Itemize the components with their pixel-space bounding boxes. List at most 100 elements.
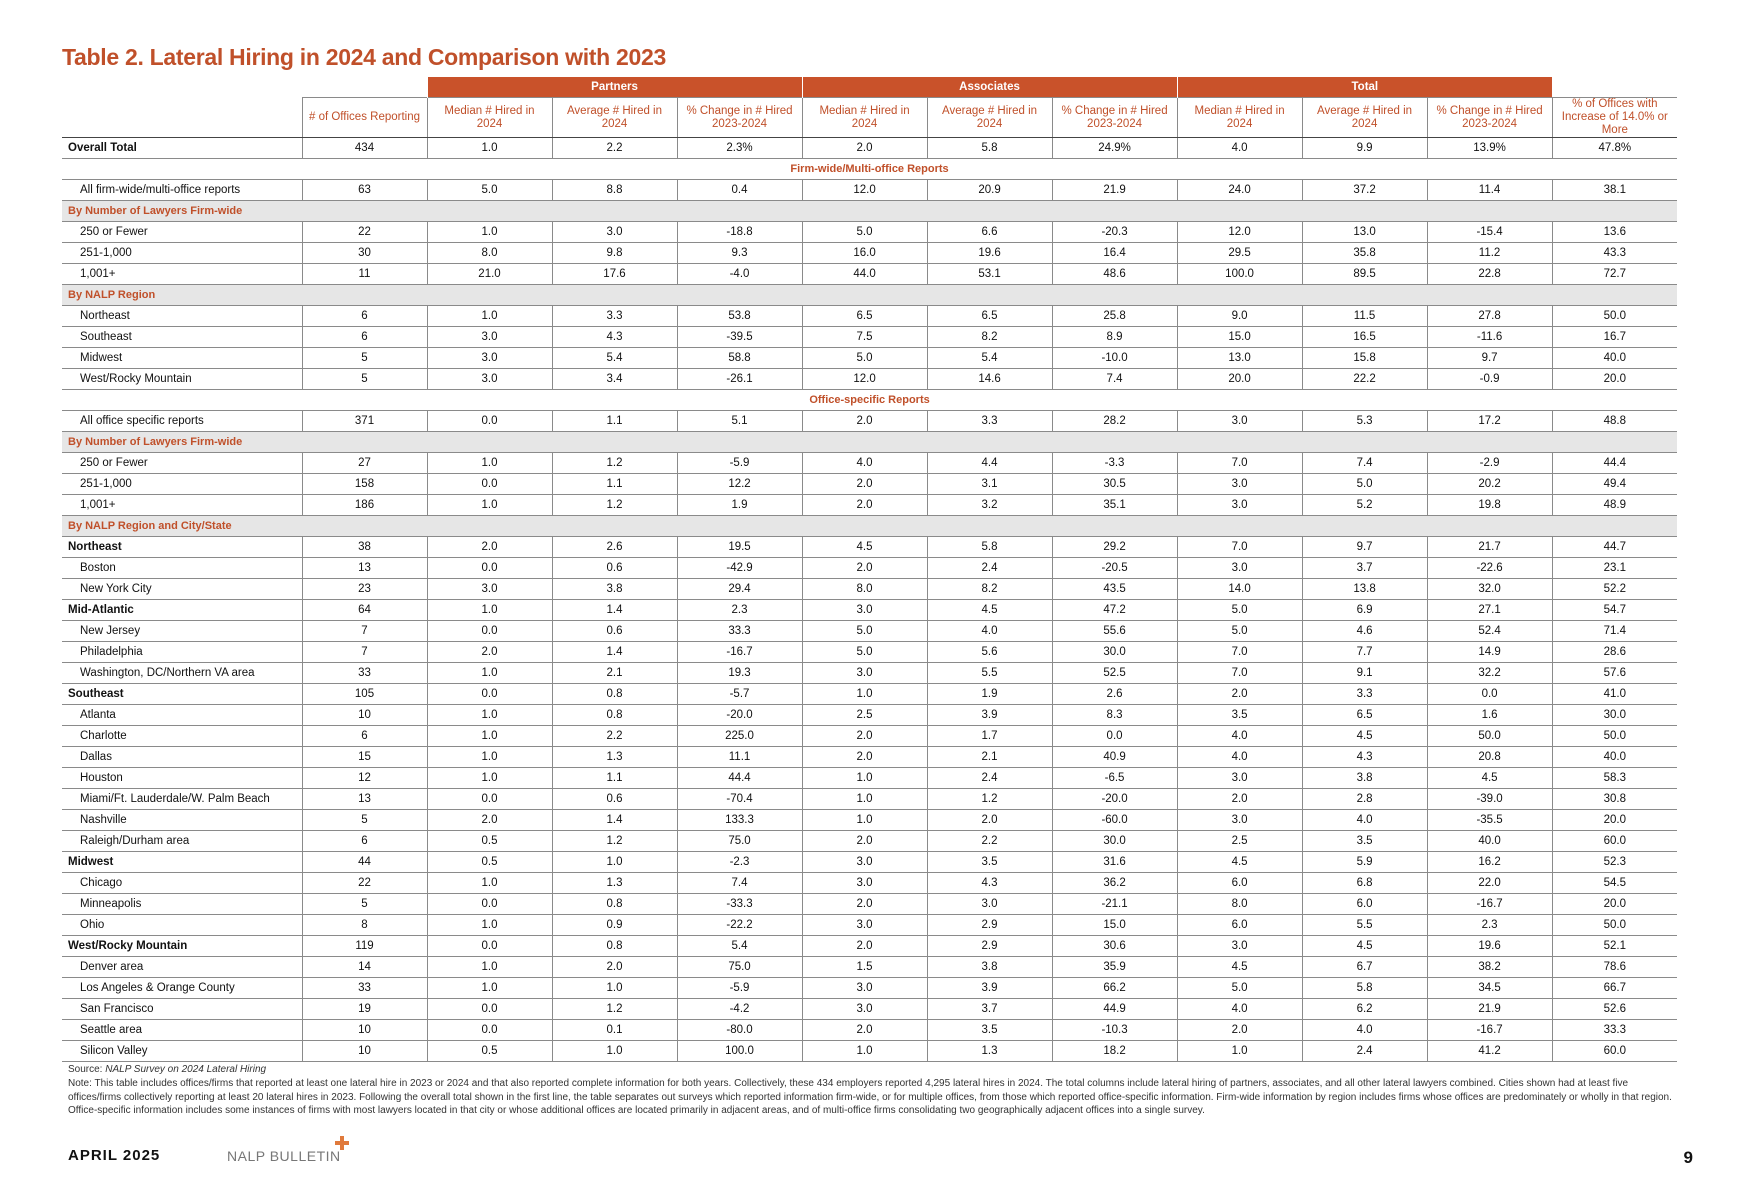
row-label: Dallas <box>62 746 302 768</box>
row-label: Raleigh/Durham area <box>62 830 302 852</box>
cell: 16.4 <box>1051 242 1178 264</box>
cell: 1.3 <box>551 872 677 894</box>
cell: 3.3 <box>926 410 1053 432</box>
section-heading: Office-specific Reports <box>62 389 1678 411</box>
cell: 7.0 <box>1176 536 1303 558</box>
cell: 12.0 <box>801 179 928 201</box>
cell: 1.1 <box>551 473 677 495</box>
cell: 0.6 <box>551 557 677 579</box>
cell: 0.8 <box>551 893 677 915</box>
cell: 20.2 <box>1426 473 1553 495</box>
cell: 5 <box>301 893 427 915</box>
cell: 4.5 <box>1426 767 1553 789</box>
cell: 11 <box>301 263 427 285</box>
cell: 24.0 <box>1176 179 1303 201</box>
cell: 20.8 <box>1426 746 1553 768</box>
cell: 100.0 <box>676 1040 803 1062</box>
cell: 1.0 <box>426 725 552 747</box>
cell: 38 <box>301 536 427 558</box>
cell: 6.5 <box>801 305 928 327</box>
cell: -0.9 <box>1426 368 1553 390</box>
cell: 6.5 <box>926 305 1053 327</box>
cell: 119 <box>301 935 427 957</box>
data-row: Ohio 8 1.0 0.9 -22.2 3.0 2.9 15.0 6.0 5.5 2.3 50.0 <box>62 914 1678 936</box>
cell: 9.3 <box>676 242 803 264</box>
cell: 44.9 <box>1051 998 1178 1020</box>
cell: 5.1 <box>676 410 803 432</box>
cell: 25.8 <box>1051 305 1178 327</box>
cell: 3.0 <box>1176 935 1303 957</box>
cell: 0.0 <box>426 620 552 642</box>
cell: 1.0 <box>551 851 677 873</box>
row-label: 251-1,000 <box>62 242 302 264</box>
cell: 8.8 <box>551 179 677 201</box>
cell: 371 <box>301 410 427 432</box>
cell: 6.8 <box>1301 872 1428 894</box>
cell: -16.7 <box>1426 893 1553 915</box>
data-row: West/Rocky Mountain 119 0.0 0.8 5.4 2.0 2.9 30.… <box>62 935 1678 957</box>
data-row: New Jersey 7 0.0 0.6 33.3 5.0 4.0 55.6 5.0 4.6 52.… <box>62 620 1678 642</box>
cell: 2.0 <box>801 893 928 915</box>
cell: 7.7 <box>1301 641 1428 663</box>
cell: 1.0 <box>426 221 552 243</box>
cell: -18.8 <box>676 221 803 243</box>
cell: 5 <box>301 368 427 390</box>
cell: 1.0 <box>426 494 552 516</box>
cell: 14.0 <box>1176 578 1303 600</box>
cell: 21.9 <box>1051 179 1178 201</box>
cell: 50.0 <box>1551 725 1678 747</box>
row-label: Northeast <box>62 536 302 558</box>
data-row: Midwest 44 0.5 1.0 -2.3 3.0 3.5 31.6 4.5 5.9 16.2 5… <box>62 851 1678 873</box>
column-header: % Change in # Hired 2023-2024 <box>1426 97 1553 138</box>
cell: 2.3% <box>676 137 803 159</box>
cell: -22.6 <box>1426 557 1553 579</box>
cell: 17.2 <box>1426 410 1553 432</box>
cell: -3.3 <box>1051 452 1178 474</box>
cell: 13.6 <box>1551 221 1678 243</box>
column-header: Median # Hired in 2024 <box>801 97 928 138</box>
cell: 2.4 <box>926 557 1053 579</box>
cell: 54.5 <box>1551 872 1678 894</box>
cell: 89.5 <box>1301 263 1428 285</box>
cell: 2.2 <box>551 137 677 159</box>
cell: 29.5 <box>1176 242 1303 264</box>
data-row: 1,001+ 186 1.0 1.2 1.9 2.0 3.2 35.1 3.0 5.2 19.8 48… <box>62 494 1678 516</box>
row-label: Northeast <box>62 305 302 327</box>
cell: 10 <box>301 1040 427 1062</box>
cell: 48.6 <box>1051 263 1178 285</box>
cell: 12.0 <box>801 368 928 390</box>
cell: 3.1 <box>926 473 1053 495</box>
row-label: Houston <box>62 767 302 789</box>
cell: 1.0 <box>426 767 552 789</box>
cell: 8.2 <box>926 578 1053 600</box>
data-row: Seattle area 10 0.0 0.1 -80.0 2.0 3.5 -10.3 2.0 4… <box>62 1019 1678 1041</box>
cell: -20.0 <box>1051 788 1178 810</box>
cell: 1.0 <box>426 704 552 726</box>
data-row: Washington, DC/Northern VA area 33 1.0 2.1 1… <box>62 662 1678 684</box>
cell: 2.0 <box>801 1019 928 1041</box>
cell: 40.9 <box>1051 746 1178 768</box>
cell: 9.7 <box>1301 536 1428 558</box>
cell: 5.0 <box>426 179 552 201</box>
cell: 15.8 <box>1301 347 1428 369</box>
cell: 32.0 <box>1426 578 1553 600</box>
cell: 6.7 <box>1301 956 1428 978</box>
table-body: Overall Total 434 1.0 2.2 2.3% 2.0 5.8 24.9% 4.0… <box>62 137 1678 1062</box>
cell: 44 <box>301 851 427 873</box>
subhead-heading: By Number of Lawyers Firm-wide <box>62 200 1678 222</box>
row-label: Charlotte <box>62 725 302 747</box>
cell: 1.0 <box>801 1040 928 1062</box>
row-label: Minneapolis <box>62 893 302 915</box>
cell: 40.0 <box>1551 347 1678 369</box>
data-row: Raleigh/Durham area 6 0.5 1.2 75.0 2.0 2.2 30.0… <box>62 830 1678 852</box>
cell: 2.0 <box>801 473 928 495</box>
data-row: Charlotte 6 1.0 2.2 225.0 2.0 1.7 0.0 4.0 4.5 50.0… <box>62 725 1678 747</box>
cell: 225.0 <box>676 725 803 747</box>
cell: 18.2 <box>1051 1040 1178 1062</box>
cell: 22.8 <box>1426 263 1553 285</box>
cell: 5.0 <box>801 347 928 369</box>
cell: 2.0 <box>926 809 1053 831</box>
row-label: Atlanta <box>62 704 302 726</box>
cell: 13.0 <box>1176 347 1303 369</box>
cell: 0.4 <box>676 179 803 201</box>
